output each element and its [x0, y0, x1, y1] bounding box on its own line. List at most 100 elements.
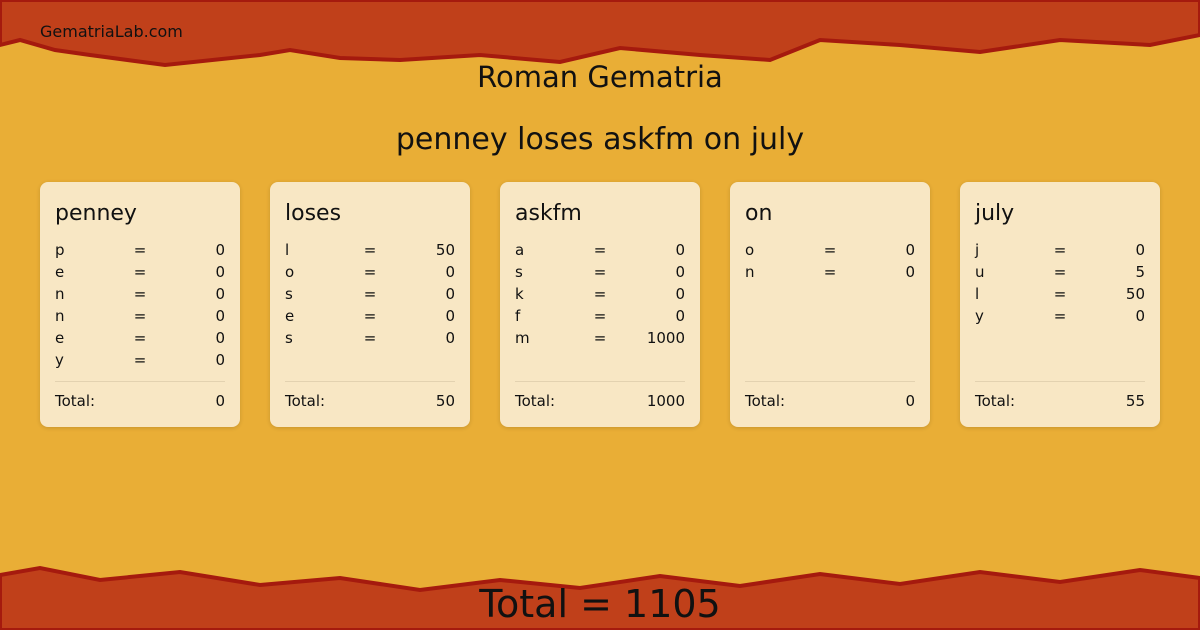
letter-value: 0	[675, 285, 686, 303]
equals-sign: =	[133, 241, 147, 259]
letter-value: 0	[675, 263, 686, 281]
letter: o	[745, 241, 755, 259]
equals-sign: =	[363, 307, 377, 325]
letter-row: s = 0	[285, 327, 455, 349]
total-label: Total:	[285, 392, 326, 410]
word-card: askfm a = 0 s = 0 k = 0 f = 0 m = 1000 T…	[500, 182, 700, 427]
letter: p	[55, 241, 65, 259]
letter-row: y = 0	[975, 305, 1145, 327]
card-total-row: Total: 0	[55, 381, 225, 410]
card-word: askfm	[515, 201, 582, 226]
letter-row: p = 0	[55, 239, 225, 261]
letter: n	[745, 263, 755, 281]
word-card: july j = 0 u = 5 l = 50 y = 0 Total: 55	[960, 182, 1160, 427]
letter-value: 0	[445, 285, 456, 303]
letter-value: 0	[905, 263, 916, 281]
word-card: on o = 0 n = 0 Total: 0	[730, 182, 930, 427]
letter: a	[515, 241, 525, 259]
page-title: Roman Gematria	[477, 60, 723, 94]
letter-value: 0	[215, 307, 226, 325]
equals-sign: =	[593, 285, 607, 303]
equals-sign: =	[593, 241, 607, 259]
letter: e	[55, 263, 65, 281]
equals-sign: =	[823, 241, 837, 259]
equals-sign: =	[1053, 307, 1067, 325]
equals-sign: =	[363, 329, 377, 347]
letter-value: 0	[215, 285, 226, 303]
letter-value: 50	[1125, 285, 1146, 303]
letter: k	[515, 285, 524, 303]
letter: j	[975, 241, 980, 259]
letter: n	[55, 285, 65, 303]
letter-row: l = 50	[975, 283, 1145, 305]
equals-sign: =	[133, 351, 147, 369]
letter-row: s = 0	[285, 283, 455, 305]
letter-value: 0	[1135, 241, 1146, 259]
letter-row: l = 50	[285, 239, 455, 261]
letter-row: m = 1000	[515, 327, 685, 349]
equals-sign: =	[593, 329, 607, 347]
card-total-row: Total: 0	[745, 381, 915, 410]
card-total-row: Total: 55	[975, 381, 1145, 410]
card-total-row: Total: 1000	[515, 381, 685, 410]
letter-row: n = 0	[745, 261, 915, 283]
letter: s	[285, 285, 293, 303]
equals-sign: =	[363, 263, 377, 281]
letter-row: j = 0	[975, 239, 1145, 261]
card-word: july	[975, 201, 1015, 226]
letter-value: 0	[675, 241, 686, 259]
phrase-heading: penney loses askfm on july	[395, 122, 805, 157]
letter-value: 1000	[646, 329, 686, 347]
letter: l	[975, 285, 980, 303]
letter: f	[515, 307, 521, 325]
letter-value: 0	[445, 263, 456, 281]
equals-sign: =	[133, 329, 147, 347]
letter-value: 0	[215, 263, 226, 281]
equals-sign: =	[133, 307, 147, 325]
total-label: Total:	[55, 392, 96, 410]
letter-row: e = 0	[285, 305, 455, 327]
card-word: loses	[285, 201, 342, 226]
letter-row: e = 0	[55, 327, 225, 349]
card-word: on	[745, 201, 773, 226]
letter-row: o = 0	[745, 239, 915, 261]
card-total: 50	[435, 392, 455, 410]
site-logo-link[interactable]: GematriaLab.com	[40, 22, 183, 41]
equals-sign: =	[1053, 285, 1067, 303]
grand-total: Total = 1105	[479, 582, 721, 626]
equals-sign: =	[133, 263, 147, 281]
letter-value: 0	[445, 329, 456, 347]
letter-row: f = 0	[515, 305, 685, 327]
letter-value: 0	[675, 307, 686, 325]
total-label: Total:	[515, 392, 556, 410]
card-total: 55	[1125, 392, 1145, 410]
letter-value: 0	[1135, 307, 1146, 325]
total-label: Total:	[745, 392, 786, 410]
letter-row: a = 0	[515, 239, 685, 261]
equals-sign: =	[133, 285, 147, 303]
letter-row: n = 0	[55, 283, 225, 305]
letter-row: e = 0	[55, 261, 225, 283]
letter: u	[975, 263, 985, 281]
letter-row: s = 0	[515, 261, 685, 283]
card-total: 0	[905, 392, 915, 410]
card-total: 0	[215, 392, 225, 410]
letter: n	[55, 307, 65, 325]
letter-value: 50	[435, 241, 456, 259]
letter-value: 0	[215, 241, 226, 259]
equals-sign: =	[1053, 241, 1067, 259]
total-label: Total:	[975, 392, 1016, 410]
equals-sign: =	[1053, 263, 1067, 281]
letter-value: 0	[905, 241, 916, 259]
letter-value: 5	[1135, 263, 1146, 281]
word-card: penney p = 0 e = 0 n = 0 n = 0 e = 0 y =…	[40, 182, 240, 427]
equals-sign: =	[363, 241, 377, 259]
letter: m	[515, 329, 530, 347]
equals-sign: =	[363, 285, 377, 303]
equals-sign: =	[593, 263, 607, 281]
letter-row: n = 0	[55, 305, 225, 327]
letter-value: 0	[215, 351, 226, 369]
letter-row: u = 5	[975, 261, 1145, 283]
card-total-row: Total: 50	[285, 381, 455, 410]
